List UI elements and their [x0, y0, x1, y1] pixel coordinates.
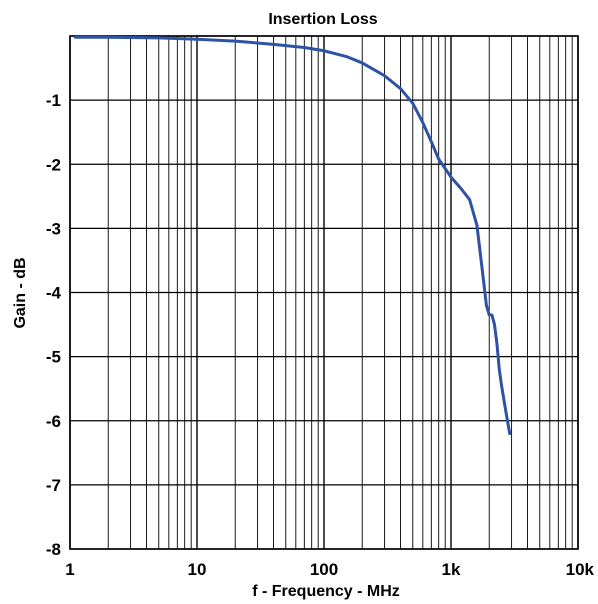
x-axis-label: f - Frequency - MHz [252, 583, 400, 600]
y-tick-label: -7 [46, 476, 61, 495]
y-tick-label: -6 [46, 412, 61, 431]
x-tick-label: 1 [65, 560, 74, 579]
series-layer [73, 35, 512, 436]
series-line-0 [73, 35, 512, 436]
y-tick-labels: -1 -2 -3 -4 -5 -6 -7 -8 [46, 91, 62, 559]
y-tick-label: -5 [46, 348, 61, 367]
x-tick-label: 100 [310, 560, 338, 579]
x-tick-labels: 1 10 100 1k 10k [65, 560, 594, 579]
x-tick-label: 10 [188, 560, 207, 579]
y-tick-label: -8 [46, 540, 61, 559]
y-tick-label: -2 [46, 155, 61, 174]
y-tick-label: -4 [46, 284, 62, 303]
plot-frame [69, 35, 579, 550]
y-tick-label: -3 [46, 219, 61, 238]
x-tick-label: 10k [566, 560, 595, 579]
y-tick-label: -1 [46, 91, 61, 110]
x-tick-label: 1k [442, 560, 461, 579]
chart-title: Insertion Loss [268, 11, 377, 28]
y-axis-label: Gain - dB [12, 257, 29, 328]
